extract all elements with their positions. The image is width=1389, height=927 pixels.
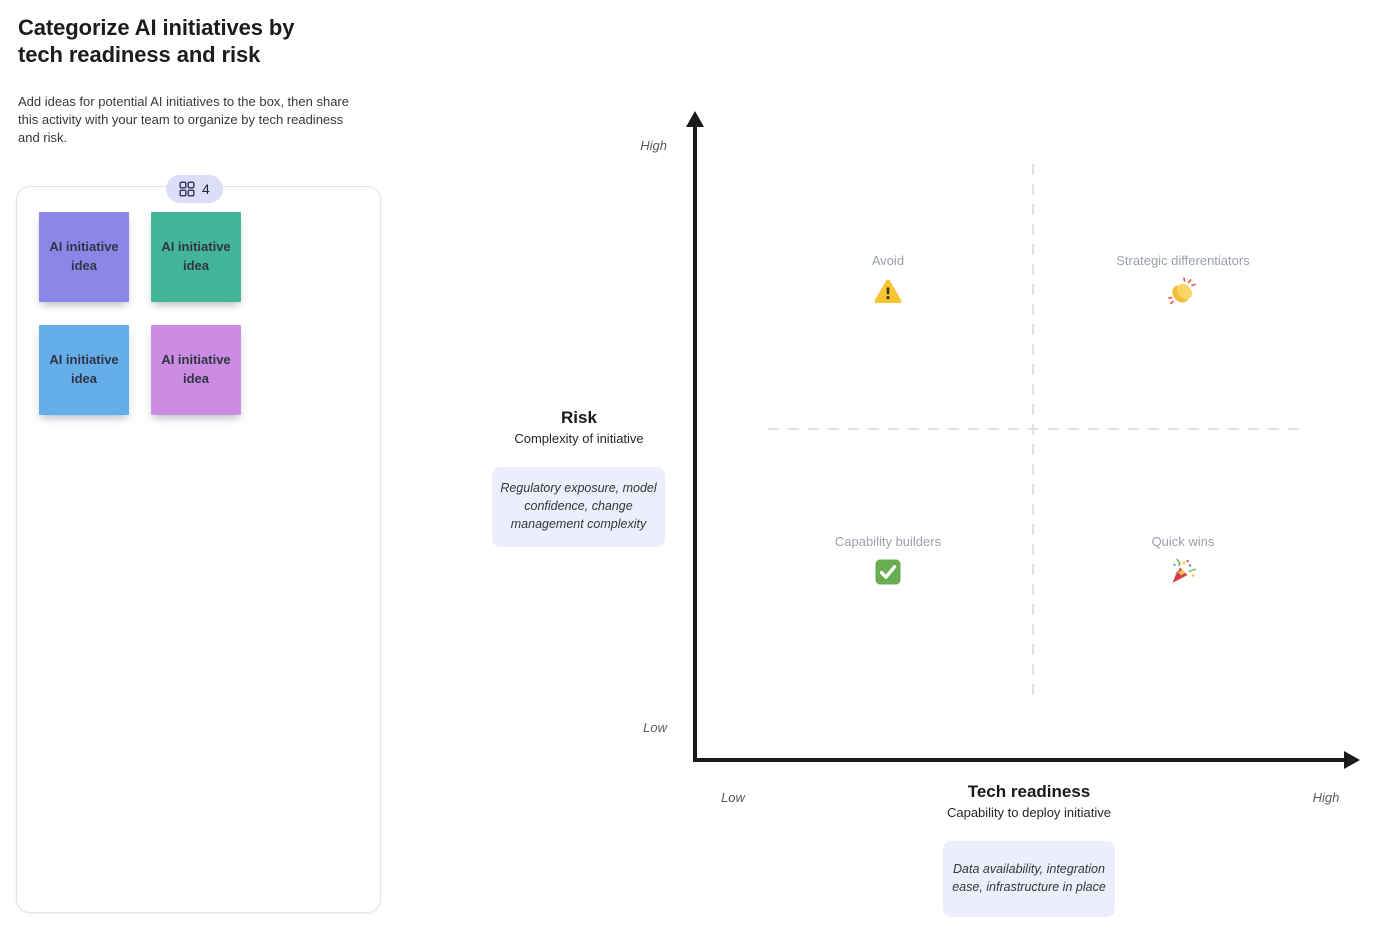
y-axis-subtitle: Complexity of initiative bbox=[514, 431, 644, 446]
x-axis-subtitle: Capability to deploy initiative bbox=[946, 805, 1112, 820]
y-axis-note: Regulatory exposure, model confidence, c… bbox=[492, 467, 665, 547]
warning-icon bbox=[874, 277, 902, 305]
page-description: Add ideas for potential AI initiatives t… bbox=[18, 94, 349, 145]
quadrant-capability-builders: Capability builders bbox=[778, 534, 998, 586]
quadrant-label: Quick wins bbox=[1151, 534, 1215, 549]
y-axis-line bbox=[693, 126, 697, 762]
y-axis-title-block: Risk Complexity of initiative bbox=[489, 408, 669, 446]
sticky-count: 4 bbox=[202, 181, 210, 197]
page-title: Categorize AI initiatives by tech readin… bbox=[18, 15, 295, 68]
sticky-note[interactable]: AI initiative idea bbox=[39, 325, 129, 415]
y-axis-arrowhead-icon bbox=[686, 111, 704, 127]
horizontal-quadrant-divider bbox=[768, 428, 1300, 430]
sticky-note[interactable]: AI initiative idea bbox=[39, 212, 129, 302]
x-axis-arrowhead-icon bbox=[1344, 751, 1360, 769]
x-axis-title-block: Tech readiness Capability to deploy init… bbox=[919, 782, 1139, 820]
y-axis-high-label: High bbox=[640, 138, 667, 153]
x-axis-low-label: Low bbox=[721, 790, 745, 805]
y-axis-title: Risk bbox=[561, 408, 597, 427]
x-axis-note: Data availability, integration ease, inf… bbox=[943, 841, 1115, 917]
quadrant-strategic-differentiators: Strategic differentiators bbox=[1073, 253, 1293, 305]
check-mark-icon bbox=[875, 558, 901, 586]
sticky-note-label: AI initiative idea bbox=[49, 352, 119, 386]
clapping-hands-icon bbox=[1168, 277, 1198, 305]
quadrant-avoid: Avoid bbox=[778, 253, 998, 305]
grid-icon bbox=[179, 181, 195, 197]
sticky-note[interactable]: AI initiative idea bbox=[151, 325, 241, 415]
sticky-count-badge[interactable]: 4 bbox=[166, 175, 223, 203]
x-axis-high-label: High bbox=[1312, 790, 1340, 805]
x-axis-line bbox=[693, 758, 1346, 762]
sticky-note[interactable]: AI initiative idea bbox=[151, 212, 241, 302]
y-axis-low-label: Low bbox=[643, 720, 667, 735]
sticky-note-label: AI initiative idea bbox=[161, 239, 231, 273]
sticky-note-label: AI initiative idea bbox=[49, 239, 119, 273]
sticky-note-label: AI initiative idea bbox=[161, 352, 231, 386]
quadrant-quick-wins: Quick wins bbox=[1073, 534, 1293, 586]
idea-collection-box[interactable] bbox=[16, 186, 381, 913]
vertical-quadrant-divider bbox=[1032, 164, 1034, 695]
quadrant-label: Strategic differentiators bbox=[1116, 253, 1250, 268]
party-popper-icon bbox=[1169, 558, 1197, 586]
quadrant-label: Capability builders bbox=[834, 534, 942, 549]
quadrant-label: Avoid bbox=[871, 253, 905, 268]
x-axis-title: Tech readiness bbox=[967, 782, 1091, 801]
